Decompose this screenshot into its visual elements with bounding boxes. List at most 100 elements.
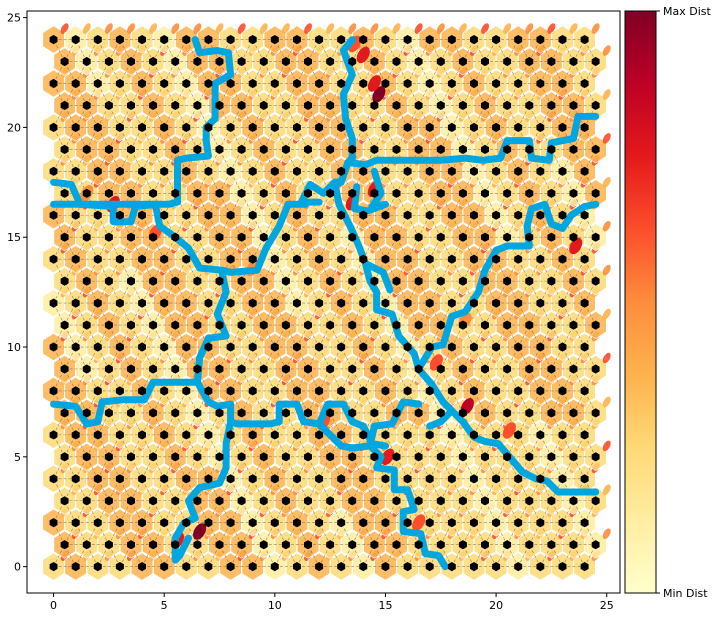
neighbor-link	[374, 215, 386, 238]
neighbor-link	[285, 215, 298, 238]
neighbor-link	[407, 193, 419, 216]
neighbor-link	[396, 346, 408, 370]
neighbor-link	[208, 434, 220, 457]
neighbor-link	[119, 127, 132, 150]
neighbor-link	[340, 522, 353, 545]
distance-marker	[602, 264, 611, 276]
distance-marker	[193, 23, 202, 34]
neighbor-link	[318, 127, 331, 150]
neighbor-link	[75, 281, 88, 304]
neighbor-link	[197, 456, 209, 479]
neighbor-link	[53, 522, 65, 545]
neighbor-link	[285, 281, 298, 304]
neighbor-link	[97, 259, 110, 282]
neighbor-link	[584, 171, 596, 194]
neighbor-link	[296, 105, 309, 128]
neighbor-link	[551, 346, 563, 370]
neighbor-link	[141, 368, 154, 392]
neighbor-link	[64, 434, 76, 457]
neighbor-link	[263, 193, 276, 216]
neighbor-link	[473, 259, 486, 282]
neighbor-link	[274, 522, 287, 545]
neighbor-link	[241, 500, 253, 523]
neighbor-link	[307, 281, 320, 304]
neighbor-link	[351, 390, 364, 414]
neighbor-link	[562, 522, 574, 545]
neighbor-link	[440, 259, 453, 282]
neighbor-link	[119, 324, 132, 348]
neighbor-link	[573, 368, 585, 392]
distance-marker	[602, 528, 611, 539]
neighbor-link	[562, 412, 574, 436]
neighbor-link	[584, 544, 596, 567]
distance-marker	[602, 133, 611, 144]
neighbor-link	[263, 171, 276, 194]
neighbor-link	[108, 368, 121, 392]
neighbor-link	[274, 171, 287, 194]
neighbor-link	[285, 544, 298, 567]
neighbor-link	[296, 324, 309, 348]
neighbor-link	[374, 544, 386, 567]
neighbor-link	[252, 456, 265, 479]
neighbor-link	[573, 456, 585, 479]
neighbor-link	[517, 324, 530, 348]
neighbor-link	[263, 434, 276, 457]
neighbor-link	[506, 500, 519, 523]
neighbor-link	[130, 127, 143, 150]
neighbor-link	[75, 302, 88, 326]
neighbor-link	[230, 522, 242, 545]
neighbor-link	[584, 281, 596, 304]
neighbor-link	[141, 522, 154, 545]
neighbor-link	[186, 346, 198, 370]
neighbor-link	[53, 346, 65, 370]
neighbor-link	[562, 171, 574, 194]
neighbor-link	[418, 434, 430, 457]
neighbor-link	[108, 456, 121, 479]
neighbor-link	[274, 478, 287, 501]
neighbor-link	[119, 522, 132, 545]
neighbor-link	[174, 456, 187, 479]
neighbor-link	[130, 522, 143, 545]
distance-marker	[602, 45, 611, 56]
neighbor-link	[307, 434, 320, 457]
neighbor-link	[418, 302, 430, 326]
neighbor-link	[75, 259, 88, 282]
neighbor-link	[318, 456, 331, 479]
neighbor-link	[241, 368, 253, 392]
neighbor-link	[86, 127, 99, 150]
neighbor-link	[440, 193, 453, 216]
neighbor-link	[53, 237, 65, 260]
neighbor-link	[484, 500, 497, 523]
neighbor-link	[584, 412, 596, 436]
neighbor-link	[97, 456, 110, 479]
neighbor-link	[274, 259, 287, 282]
neighbor-link	[451, 127, 464, 150]
distance-marker	[602, 484, 611, 496]
neighbor-link	[407, 478, 419, 501]
neighbor-link	[517, 434, 530, 457]
neighbor-link	[573, 215, 585, 238]
neighbor-link	[318, 237, 331, 260]
neighbor-link	[473, 412, 486, 436]
neighbor-link	[451, 193, 464, 216]
neighbor-link	[407, 434, 419, 457]
neighbor-link	[186, 171, 198, 194]
distance-marker	[503, 23, 512, 34]
neighbor-link	[119, 281, 132, 304]
neighbor-link	[495, 127, 508, 150]
neighbor-link	[53, 127, 65, 150]
neighbor-link	[230, 237, 242, 260]
neighbor-link	[141, 500, 154, 523]
neighbor-link	[197, 193, 209, 216]
neighbor-link	[462, 368, 475, 392]
distance-marker	[60, 23, 69, 34]
neighbor-link	[584, 346, 596, 370]
neighbor-link	[484, 456, 497, 479]
neighbor-link	[484, 324, 497, 348]
neighbor-link	[307, 237, 320, 260]
neighbor-link	[130, 259, 143, 282]
neighbor-link	[296, 302, 309, 326]
y-tick-label: 25	[7, 12, 21, 25]
neighbor-link	[97, 412, 110, 436]
